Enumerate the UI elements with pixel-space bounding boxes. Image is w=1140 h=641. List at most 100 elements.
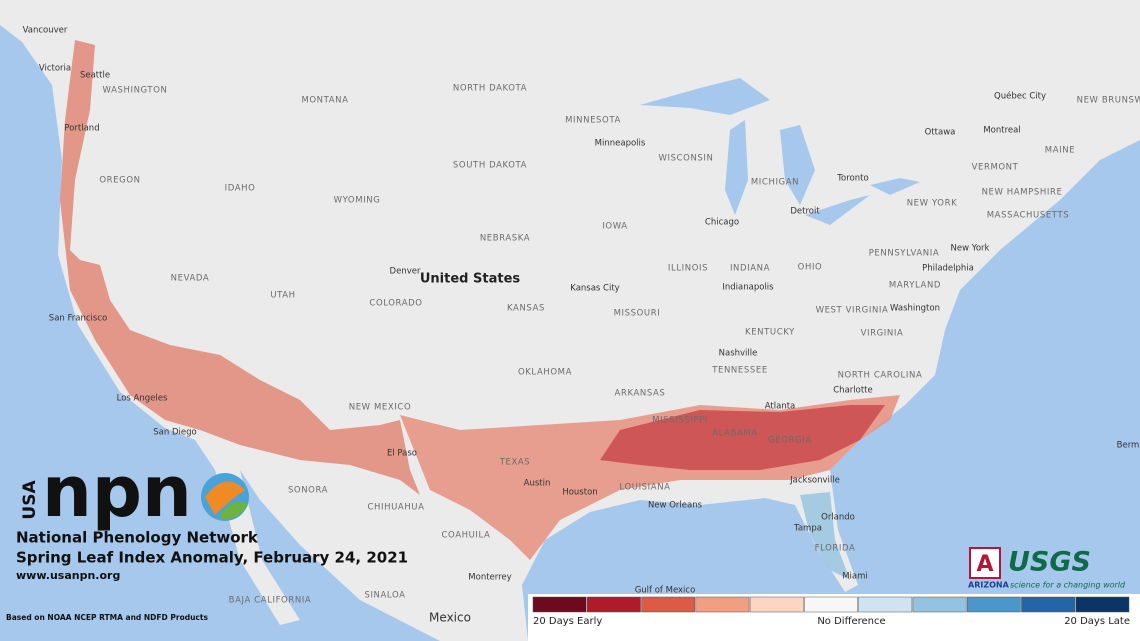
map-label: CHIHUAHUA [367, 503, 424, 513]
map-label: NEBRASKA [480, 234, 530, 244]
map-label: Gulf of Mexico [635, 586, 696, 596]
map-label: WEST VIRGINIA [816, 306, 889, 316]
map-label: MONTANA [301, 96, 348, 106]
map-label: IOWA [602, 222, 627, 232]
map-label: NEW YORK [907, 199, 958, 209]
map-label: Berm [1117, 441, 1140, 451]
map-label: MISSISSIPPI [652, 416, 708, 426]
map-label: NORTH CAROLINA [838, 371, 923, 381]
map-label: Vancouver [23, 26, 68, 36]
map-label: ARKANSAS [615, 389, 666, 399]
anomaly-southeast-core [600, 405, 885, 470]
legend-swatch [966, 596, 1021, 613]
map-label: KANSAS [507, 304, 545, 314]
map-label: GEORGIA [768, 436, 812, 446]
legend-swatch [1075, 596, 1130, 613]
map-label: COLORADO [369, 299, 422, 309]
map-label: San Francisco [49, 314, 107, 324]
map-label: NEW HAMPSHIRE [982, 188, 1063, 198]
map-label: Nashville [719, 349, 758, 359]
map-label: Charlotte [833, 386, 872, 396]
map-label: ALABAMA [712, 429, 758, 439]
map-label: El Paso [387, 449, 417, 459]
map-label: WISCONSIN [659, 154, 714, 164]
map-label: Jacksonville [789, 476, 840, 486]
map-label: PENNSYLVANIA [869, 249, 940, 259]
legend: 20 Days Early No Difference 20 Days Late [532, 596, 1130, 627]
map-label: Portland [64, 124, 99, 134]
map-label: Detroit [790, 207, 820, 217]
map-label: NEVADA [171, 274, 210, 284]
url: www.usanpn.org [16, 569, 120, 582]
map-label: Minneapolis [595, 139, 646, 149]
map-label: BAJA CALIFORNIA [229, 596, 312, 606]
anomaly-west-coast [60, 40, 420, 495]
map-label: TENNESSEE [711, 366, 768, 376]
map-label: MARYLAND [889, 281, 941, 291]
map-label: SINALOA [364, 591, 405, 601]
legend-swatch [532, 596, 587, 613]
map-label: VIRGINIA [861, 329, 904, 339]
map-title: Spring Leaf Index Anomaly, February 24, … [16, 549, 408, 567]
map-label: San Diego [153, 428, 196, 438]
map-label: OKLAHOMA [518, 368, 572, 378]
usgs-tagline: science for a changing world [1010, 581, 1126, 590]
legend-label: 20 Days Late [1064, 616, 1130, 627]
map-label: Ottawa [925, 128, 956, 138]
map-label: Denver [390, 267, 421, 277]
map-label: COAHUILA [442, 531, 491, 541]
legend-swatch [858, 596, 913, 613]
map-label: IDAHO [225, 184, 256, 194]
map-label: NORTH DAKOTA [453, 84, 527, 94]
map-label: SONORA [288, 486, 328, 496]
map-label: MINNESOTA [565, 116, 621, 126]
map-labels: Vancouver Victoria Seattle WASHINGTON Portla… [23, 26, 1140, 625]
arizona-label: ARIZONA [968, 581, 1010, 590]
map-label: Mexico [429, 611, 471, 625]
npn-logo: USA npn National Phenology Network Sprin… [6, 451, 408, 622]
legend-swatch [587, 596, 641, 613]
map-label: MAINE [1045, 146, 1075, 156]
map-label: NEW BRUNSWICK [1077, 96, 1140, 106]
legend-swatch [641, 596, 696, 613]
legend-label: 20 Days Early [533, 616, 602, 627]
map-label: UTAH [270, 291, 295, 301]
partners: A ARIZONA USGS science for a changing wo… [968, 547, 1126, 590]
map-label: Kansas City [570, 284, 619, 294]
map-label: SOUTH DAKOTA [453, 161, 527, 171]
map-label: Monterrey [468, 573, 511, 583]
map-label: OREGON [99, 176, 140, 186]
map-label: Chicago [705, 218, 739, 228]
map-label: LOUISIANA [619, 483, 670, 493]
legend-swatch [912, 596, 967, 613]
legend-label: No Difference [817, 616, 885, 627]
map-label: Miami [842, 572, 868, 582]
map-label: INDIANA [730, 264, 770, 274]
logo-leaf [220, 501, 248, 520]
map-label: Los Angeles [117, 394, 168, 404]
map-label: MASSACHUSETTS [987, 211, 1070, 221]
map-label: Victoria [39, 64, 71, 74]
logo-usa: USA [20, 480, 40, 520]
map-label: Indianapolis [722, 283, 774, 293]
map-label: WYOMING [334, 196, 381, 206]
anomaly-florida [800, 492, 850, 580]
map-label: NEW MEXICO [349, 403, 412, 413]
arizona-a: A [976, 552, 993, 577]
map-label: United States [420, 272, 521, 287]
map-label: Seattle [80, 71, 110, 81]
arizona-logo [969, 547, 1001, 579]
map-label: MISSOURI [614, 309, 661, 319]
map-label: TEXAS [499, 458, 531, 468]
map-label: Philadelphia [922, 264, 974, 274]
map-label: Washington [890, 304, 940, 314]
map-label: Austin [524, 479, 551, 489]
map-label: Houston [562, 488, 597, 498]
map-label: Québec City [994, 91, 1046, 102]
map-label: Atlanta [765, 402, 796, 412]
logo-network: National Phenology Network [16, 529, 259, 547]
usgs-label: USGS [1008, 547, 1091, 578]
map-label: FLORIDA [815, 544, 856, 554]
